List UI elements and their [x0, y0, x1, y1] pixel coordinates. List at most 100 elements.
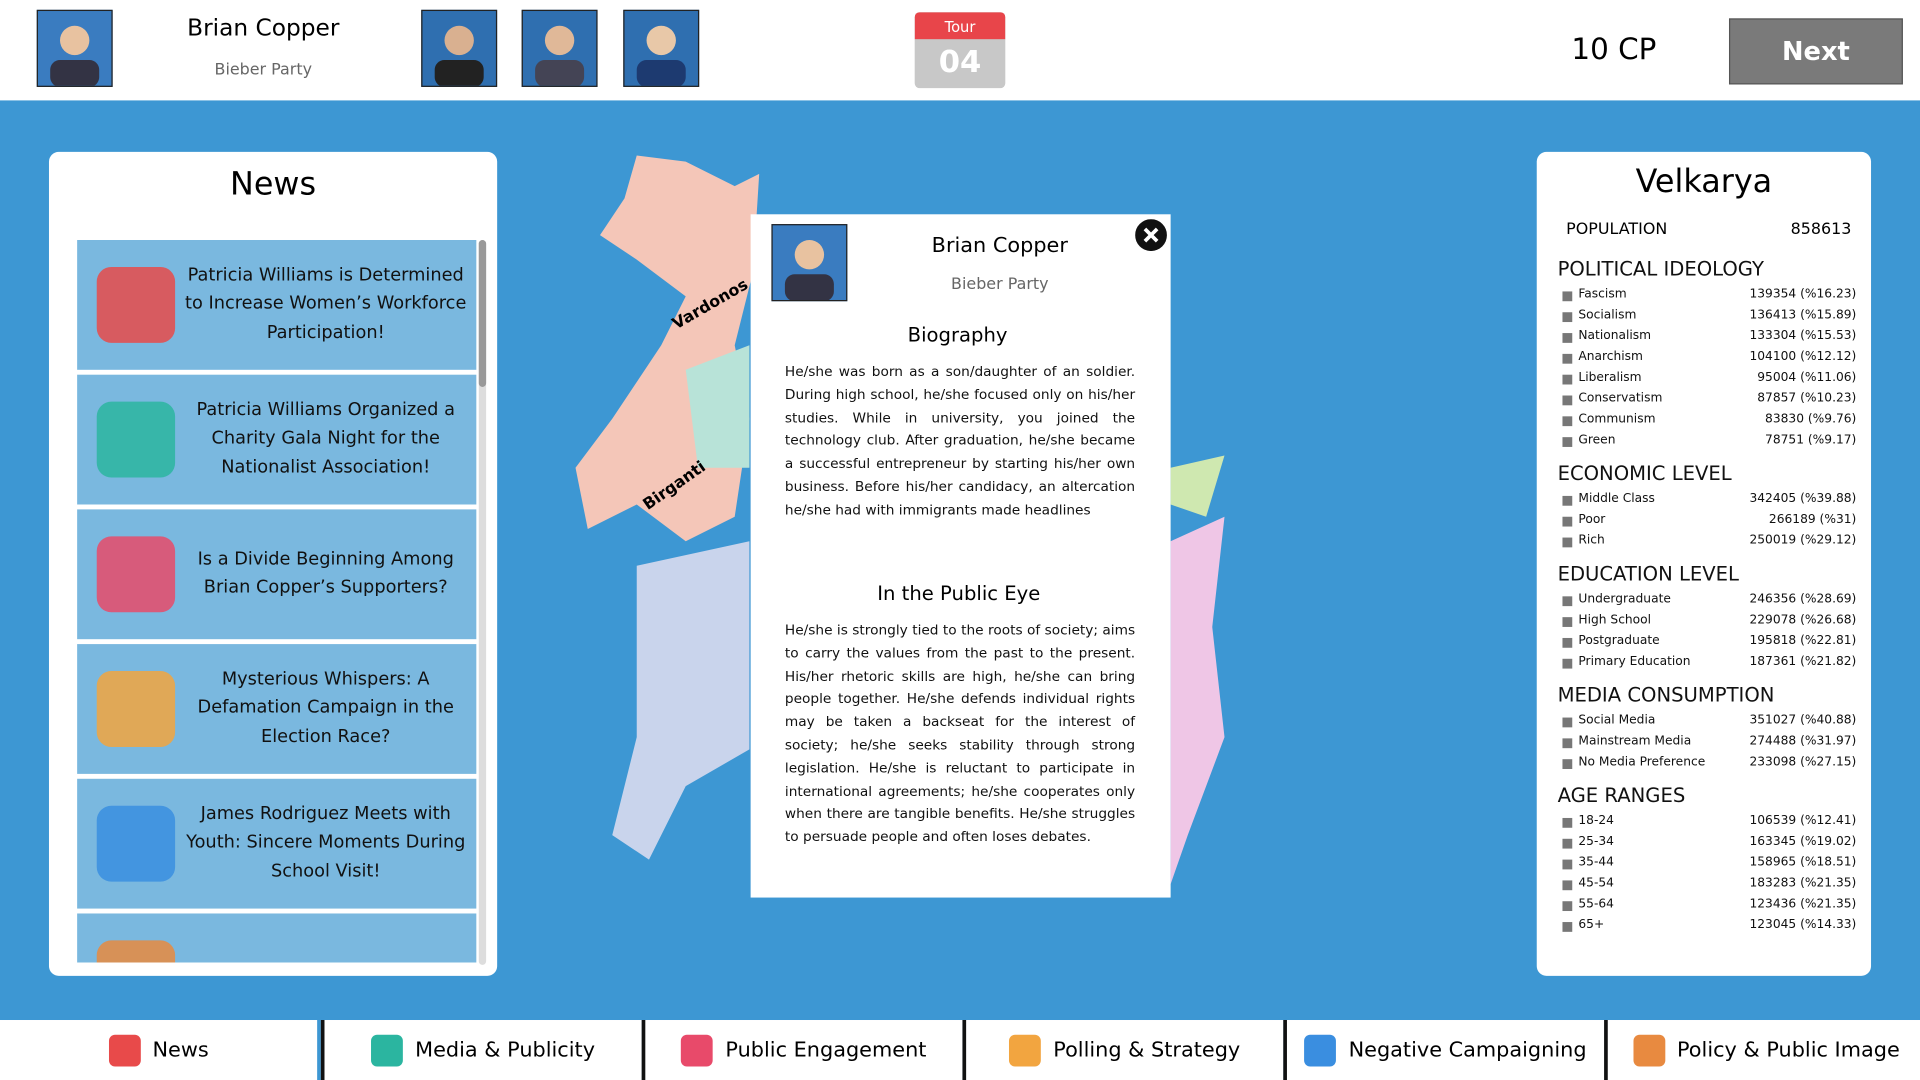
- stat-value: 163345 (%19.02): [1749, 835, 1857, 849]
- stat-row: 65+ 123045 (%14.33): [1558, 918, 1859, 940]
- region-stats: POLITICAL IDEOLOGY Fascism 139354 (%16.23)…: [1558, 257, 1859, 946]
- news-icon: [96, 940, 176, 963]
- stat-section: POLITICAL IDEOLOGY Fascism 139354 (%16.23)…: [1558, 257, 1859, 455]
- stat-label: Primary Education: [1562, 655, 1691, 676]
- stat-value: 87857 (%10.23): [1757, 391, 1857, 406]
- nav-icon: [108, 1034, 141, 1066]
- stat-label: 35-44: [1562, 855, 1614, 877]
- stat-value: 133304 (%15.53): [1749, 329, 1857, 343]
- stat-row: Poor 266189 (%31): [1558, 513, 1859, 534]
- stat-label: Rich: [1562, 533, 1605, 555]
- stat-row: 45-54 183283 (%21.35): [1558, 876, 1859, 898]
- rival-portrait[interactable]: [521, 9, 598, 87]
- biography-text: He/she was born as a son/daughter of an …: [784, 363, 1136, 518]
- stat-row: Rich 250019 (%29.12): [1558, 533, 1859, 555]
- region-panel: Velkarya POPULATION 858613 POLITICAL IDE…: [1536, 151, 1872, 976]
- section-title: ECONOMIC LEVEL: [1557, 461, 1732, 485]
- stat-row: 25-34 163345 (%19.02): [1558, 835, 1859, 856]
- nav-icon: [1304, 1034, 1337, 1066]
- stat-label: 45-54: [1562, 876, 1614, 898]
- stat-value: 246356 (%28.69): [1749, 592, 1857, 607]
- news-headline: Patricia Williams is Determined to Incre…: [185, 265, 467, 343]
- region-south: [612, 541, 750, 860]
- stat-label: Communism: [1562, 412, 1656, 434]
- stat-label: 65+: [1562, 918, 1605, 940]
- stat-section: AGE RANGES 18-24 106539 (%12.41) 25-34 16334…: [1558, 784, 1859, 940]
- stat-label: 25-34: [1562, 835, 1614, 856]
- stat-label: Anarchism: [1562, 350, 1643, 372]
- stat-label: No Media Preference: [1562, 755, 1706, 777]
- stat-value: 95004 (%11.06): [1757, 371, 1857, 385]
- stat-label: High School: [1562, 613, 1652, 635]
- news-icon: [96, 805, 176, 882]
- stat-label: Green: [1562, 433, 1616, 455]
- region-east: [1170, 455, 1225, 517]
- news-list: Patricia Williams is Determined to Incre…: [49, 240, 497, 963]
- nav-icon: [681, 1034, 714, 1066]
- player-name: Brian Copper: [187, 14, 340, 42]
- nav-label: Policy & Public Image: [1676, 1037, 1900, 1063]
- next-button[interactable]: Next: [1728, 18, 1903, 85]
- nav-tab[interactable]: Negative Campaigning: [1283, 1020, 1605, 1080]
- close-button[interactable]: [1135, 219, 1167, 252]
- news-icon: [96, 266, 176, 343]
- rival-portrait[interactable]: [623, 9, 700, 87]
- stat-value: 351027 (%40.88): [1749, 713, 1857, 728]
- news-headline: Patricia Williams Organized a Charity Ga…: [196, 400, 455, 478]
- section-title: AGE RANGES: [1557, 783, 1686, 807]
- stat-row: Liberalism 95004 (%11.06): [1558, 371, 1859, 392]
- stat-label: Postgraduate: [1562, 634, 1660, 656]
- stat-label: Conservatism: [1562, 391, 1663, 413]
- section-title: EDUCATION LEVEL: [1557, 562, 1739, 586]
- stat-label: 55-64: [1562, 897, 1614, 919]
- turn-calendar: Tour 04: [914, 12, 1006, 89]
- stat-value: 106539 (%12.41): [1749, 814, 1857, 828]
- player-portrait[interactable]: [36, 9, 113, 87]
- nav-label: Public Engagement: [725, 1037, 927, 1063]
- news-item[interactable]: Patricia Williams Organized a Charity Ga…: [77, 374, 477, 505]
- stat-label: Mainstream Media: [1562, 734, 1692, 756]
- nav-tab[interactable]: Public Engagement: [641, 1020, 963, 1080]
- rival-portrait[interactable]: [421, 9, 498, 87]
- nav-tab[interactable]: Media & Publicity: [320, 1020, 642, 1080]
- news-item[interactable]: Jennifer Johnson’s New: [77, 913, 477, 963]
- population-label: POPULATION: [1566, 220, 1668, 239]
- stat-row: Communism 83830 (%9.76): [1558, 412, 1859, 434]
- news-item[interactable]: Is a Divide Beginning Among Brian Copper…: [77, 509, 477, 640]
- stat-row: 18-24 106539 (%12.41): [1558, 814, 1859, 836]
- news-icon: [96, 671, 176, 747]
- nav-icon: [1009, 1034, 1042, 1066]
- news-item[interactable]: Mysterious Whispers: A Defamation Campai…: [77, 644, 477, 774]
- region-far-east: [1170, 516, 1225, 885]
- news-item[interactable]: Patricia Williams is Determined to Incre…: [77, 240, 477, 370]
- turn-label: Tour: [914, 12, 1006, 40]
- stat-value: 123436 (%21.35): [1749, 897, 1857, 912]
- stat-row: Anarchism 104100 (%12.12): [1558, 350, 1859, 372]
- news-headline: Mysterious Whispers: A Defamation Campai…: [197, 669, 454, 747]
- stat-label: Fascism: [1562, 287, 1627, 309]
- stat-row: Postgraduate 195818 (%22.81): [1558, 634, 1859, 656]
- nav-tab[interactable]: Polling & Strategy: [962, 1020, 1284, 1080]
- stat-row: Social Media 351027 (%40.88): [1558, 713, 1859, 735]
- stat-value: 158965 (%18.51): [1749, 855, 1857, 870]
- news-panel: News Patricia Williams is Determined to …: [48, 151, 498, 976]
- public-eye-title: In the Public Eye: [877, 581, 1041, 605]
- campaign-points: 10 CP: [1571, 31, 1657, 67]
- stat-row: Mainstream Media 274488 (%31.97): [1558, 734, 1859, 756]
- stat-value: 342405 (%39.88): [1749, 492, 1857, 506]
- stat-value: 104100 (%12.12): [1749, 350, 1857, 364]
- nav-tab[interactable]: News: [0, 1020, 318, 1080]
- news-headline: James Rodriguez Meets with Youth: Sincer…: [186, 804, 466, 882]
- stat-label: 18-24: [1562, 814, 1614, 836]
- region-name: Velkarya: [1635, 164, 1773, 201]
- stat-label: Poor: [1562, 513, 1606, 534]
- stat-row: Primary Education 187361 (%21.82): [1558, 655, 1859, 676]
- nav-tab[interactable]: Policy & Public Image: [1604, 1020, 1920, 1080]
- news-headline: Is a Divide Beginning Among Brian Copper…: [197, 549, 454, 598]
- news-item[interactable]: James Rodriguez Meets with Youth: Sincer…: [77, 778, 477, 909]
- candidate-modal: Brian Copper Bieber Party Biography He/s…: [750, 214, 1171, 898]
- stat-label: Undergraduate: [1562, 592, 1671, 614]
- stat-value: 136413 (%15.89): [1749, 308, 1857, 323]
